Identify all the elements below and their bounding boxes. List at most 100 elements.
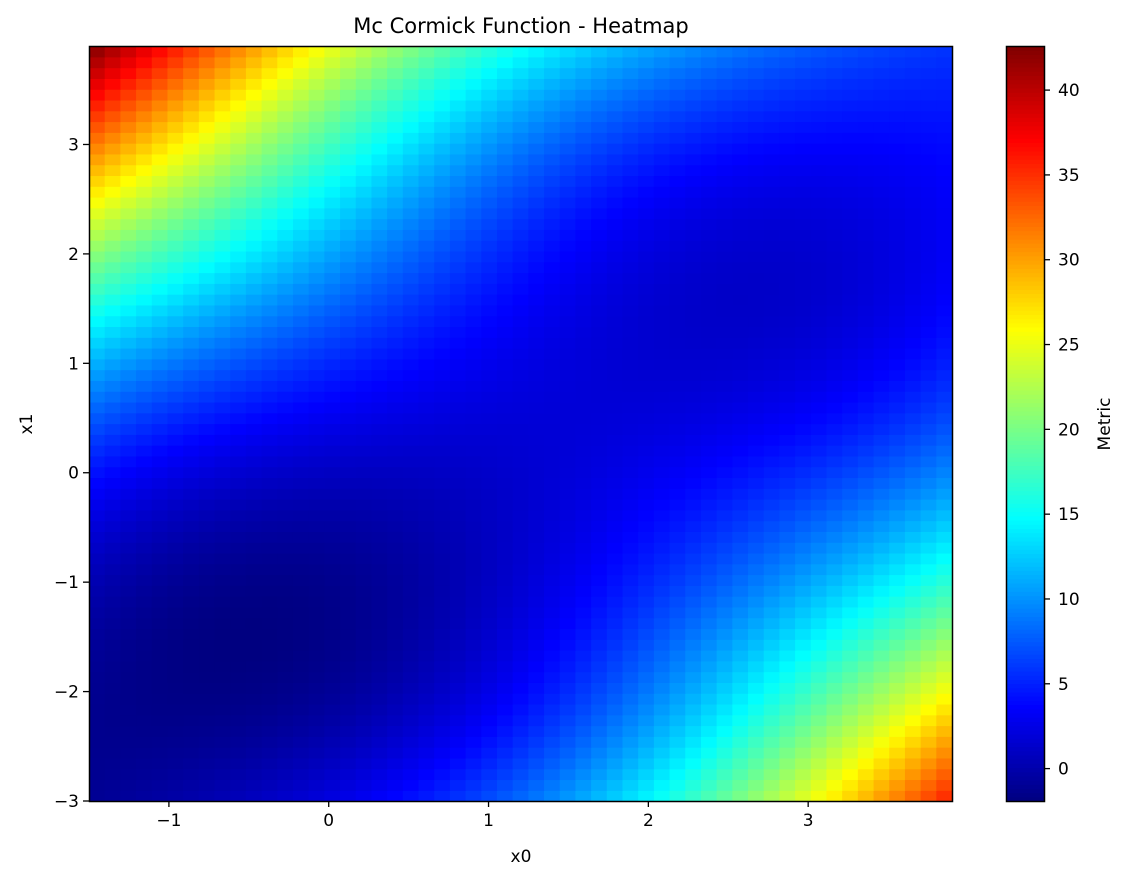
heatmap-cell <box>810 639 828 651</box>
heatmap-cell <box>387 197 404 209</box>
heatmap-cell <box>700 164 718 177</box>
heatmap-cell <box>89 768 106 781</box>
heatmap-cell <box>512 509 529 522</box>
heatmap-cell <box>387 747 404 759</box>
heatmap-cell <box>261 186 278 198</box>
heatmap-cell <box>669 380 686 392</box>
heatmap-cell <box>198 736 216 748</box>
heatmap-cell <box>230 714 247 727</box>
colorbar-step <box>1006 75 1044 81</box>
heatmap-cell <box>481 304 498 317</box>
heatmap-cell <box>591 412 608 425</box>
heatmap-cell <box>795 779 812 791</box>
heatmap-cell <box>418 682 435 694</box>
heatmap-cell <box>340 218 357 230</box>
heatmap-cell <box>292 153 310 166</box>
heatmap-cell <box>826 596 843 608</box>
heatmap-cell <box>277 585 294 597</box>
heatmap-cell <box>575 358 592 371</box>
heatmap-cell <box>136 412 153 425</box>
heatmap-cell <box>465 315 482 328</box>
heatmap-cell <box>779 747 796 759</box>
heatmap-cell <box>371 725 388 737</box>
heatmap-cell <box>434 585 451 597</box>
heatmap-cell <box>183 563 200 576</box>
heatmap-cell <box>873 401 890 414</box>
heatmap-cell <box>544 693 561 705</box>
heatmap-cell <box>559 617 577 630</box>
heatmap-cell <box>89 488 106 500</box>
heatmap-cell <box>575 272 592 284</box>
heatmap-cell <box>638 89 655 101</box>
heatmap-cell <box>434 46 451 58</box>
heatmap-cell <box>355 509 373 522</box>
heatmap-cell <box>716 164 733 177</box>
heatmap-cell <box>795 261 812 274</box>
heatmap-cell <box>496 358 514 371</box>
heatmap-cell <box>857 240 875 252</box>
heatmap-cell <box>371 628 388 640</box>
heatmap-cell <box>136 434 153 446</box>
heatmap-cell <box>826 434 843 446</box>
heatmap-cell <box>402 261 420 274</box>
heatmap-cell <box>371 143 388 155</box>
heatmap-cell <box>340 477 357 489</box>
heatmap-cell <box>763 164 780 177</box>
heatmap-cell <box>559 229 577 241</box>
colorbar-step <box>1006 792 1044 798</box>
heatmap-cell <box>873 304 890 317</box>
heatmap-cell <box>606 229 624 241</box>
heatmap-cell <box>606 326 624 338</box>
heatmap-cell <box>795 207 812 220</box>
heatmap-cell <box>261 240 278 252</box>
heatmap-cell <box>387 412 404 425</box>
heatmap-cell <box>732 358 749 371</box>
heatmap-cell <box>732 153 749 166</box>
heatmap-cell <box>371 186 388 198</box>
heatmap-cell <box>104 703 121 716</box>
heatmap-cell <box>402 121 420 133</box>
heatmap-cell <box>842 89 859 101</box>
heatmap-cell <box>653 617 671 630</box>
heatmap-cell <box>245 337 263 349</box>
colorbar-step <box>1006 58 1044 64</box>
heatmap-cell <box>465 757 482 770</box>
heatmap-cell <box>638 714 655 727</box>
heatmap-cell <box>292 779 310 791</box>
heatmap-cell <box>748 768 765 781</box>
heatmap-cell <box>308 121 325 133</box>
colorbar-step <box>1006 150 1044 156</box>
heatmap-cell <box>748 67 765 79</box>
heatmap-cell <box>371 714 388 727</box>
heatmap-cell <box>324 261 341 274</box>
heatmap-cell <box>748 337 765 349</box>
heatmap-cell <box>748 240 765 252</box>
heatmap-cell <box>920 585 937 597</box>
heatmap-cell <box>889 56 906 69</box>
heatmap-cell <box>920 423 937 435</box>
heatmap-cell <box>904 132 922 144</box>
heatmap-cell <box>544 358 561 371</box>
heatmap-cell <box>669 606 686 619</box>
heatmap-cell <box>183 671 200 683</box>
heatmap-cell <box>167 531 184 543</box>
heatmap-cell <box>277 337 294 349</box>
heatmap-cell <box>606 747 624 759</box>
heatmap-cell <box>308 175 325 187</box>
heatmap-cell <box>292 207 310 220</box>
heatmap-cell <box>198 574 216 586</box>
heatmap-cell <box>402 542 420 554</box>
heatmap-cell <box>873 78 890 90</box>
heatmap-cell <box>685 110 702 123</box>
heatmap-cell <box>936 757 953 770</box>
heatmap-cell <box>575 542 592 554</box>
heatmap-cell <box>465 768 482 781</box>
heatmap-cell <box>198 304 216 317</box>
heatmap-cell <box>904 434 922 446</box>
heatmap-cell <box>465 348 482 360</box>
heatmap-cell <box>842 768 859 781</box>
heatmap-cell <box>418 380 435 392</box>
heatmap-cell <box>245 175 263 187</box>
heatmap-cell <box>653 240 671 252</box>
heatmap-cell <box>481 574 498 586</box>
